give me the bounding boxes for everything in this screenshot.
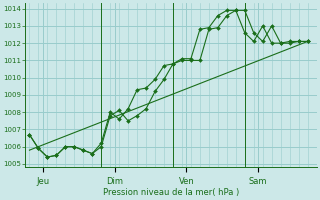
X-axis label: Pression niveau de la mer( hPa ): Pression niveau de la mer( hPa ): [103, 188, 239, 197]
